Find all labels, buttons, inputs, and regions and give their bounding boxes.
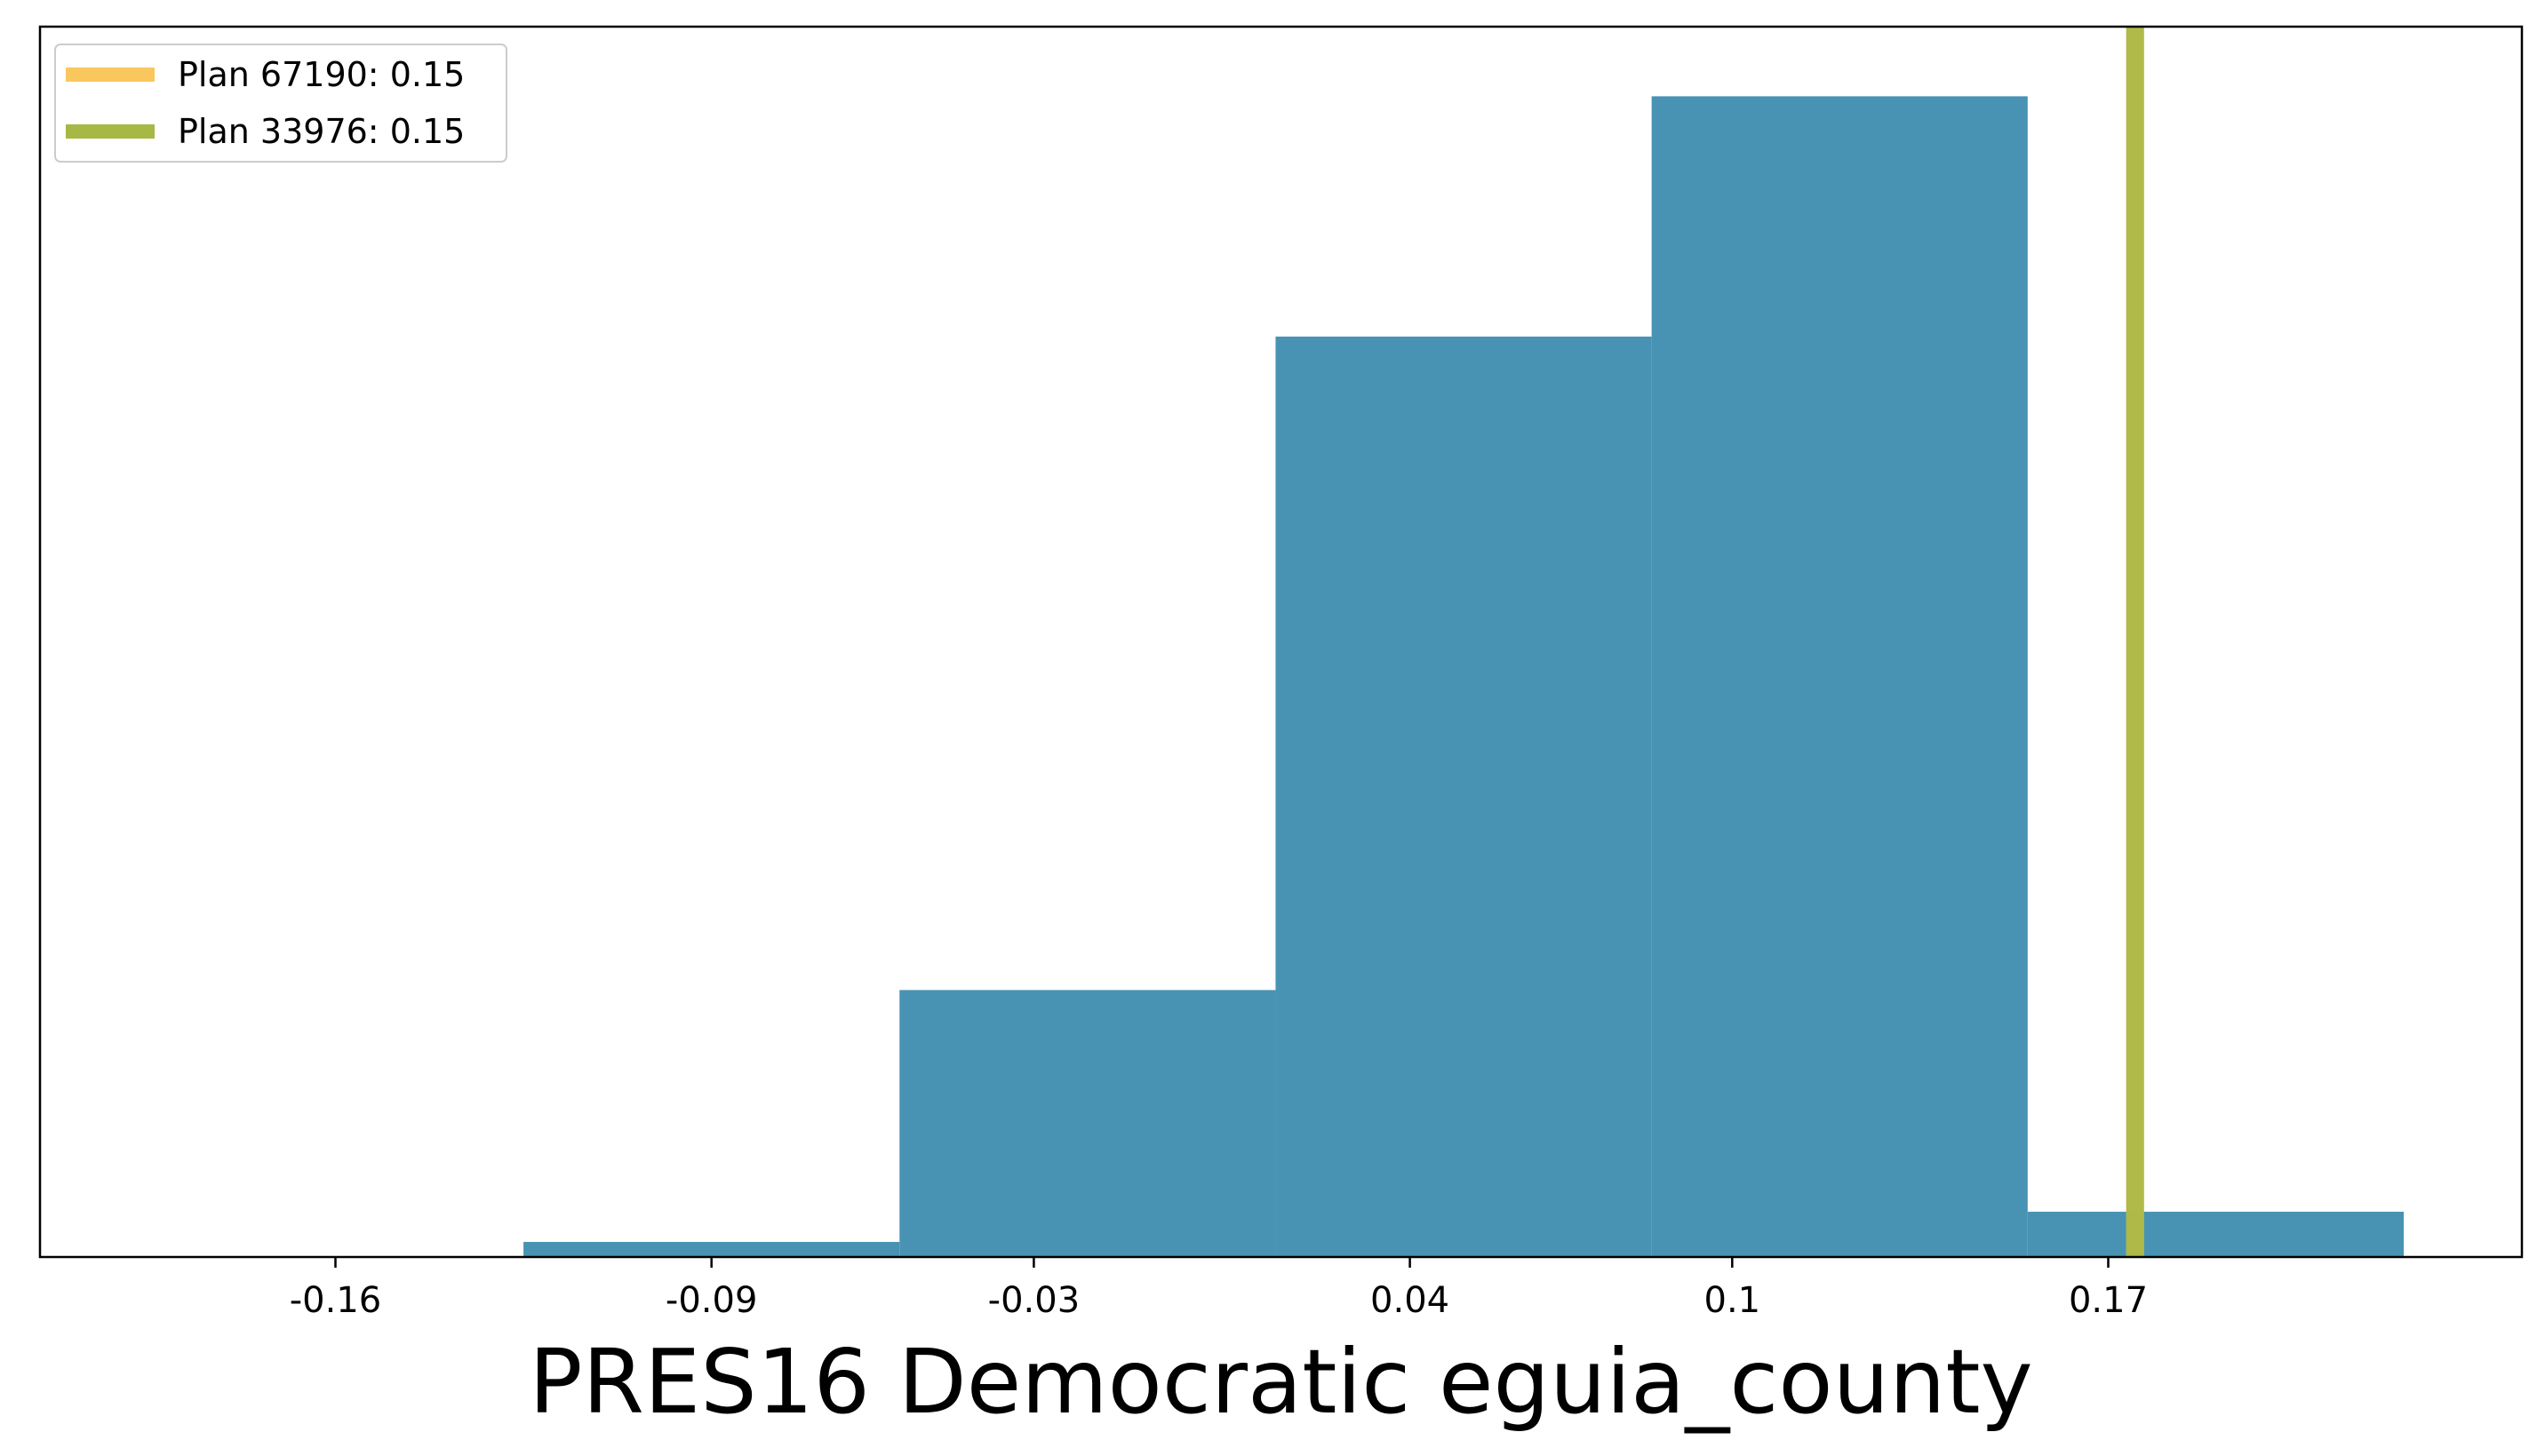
plot-frame xyxy=(38,25,2524,1259)
x-tick-label-3: -0.03 xyxy=(988,1280,1081,1321)
histogram-bar-3 xyxy=(1275,336,1652,1257)
x-tick-label-4: 0.04 xyxy=(1370,1280,1449,1321)
legend-box xyxy=(54,44,507,163)
x-tick-label-1: -0.16 xyxy=(290,1280,382,1321)
histogram-bar-5 xyxy=(2027,1212,2404,1257)
legend-label-2: Plan 33976: 0.15 xyxy=(178,112,465,151)
legend: Plan 67190: 0.15 Plan 33976: 0.15 xyxy=(54,44,507,163)
x-tick-label-2: -0.09 xyxy=(666,1280,758,1321)
histogram-bars xyxy=(523,96,2404,1257)
histogram-bar-4 xyxy=(1651,96,2028,1257)
x-tick-label-5: 0.1 xyxy=(1704,1280,1761,1321)
histogram-bar-1 xyxy=(523,1242,900,1257)
legend-label-1: Plan 67190: 0.15 xyxy=(178,55,465,94)
x-axis: -0.16 -0.09 -0.03 0.04 0.1 0.17 xyxy=(290,1257,2148,1321)
x-tick-label-6: 0.17 xyxy=(2069,1280,2148,1321)
x-axis-label: PRES16 Democratic eguia_county xyxy=(529,1330,2032,1434)
histogram-bar-2 xyxy=(899,990,1276,1257)
